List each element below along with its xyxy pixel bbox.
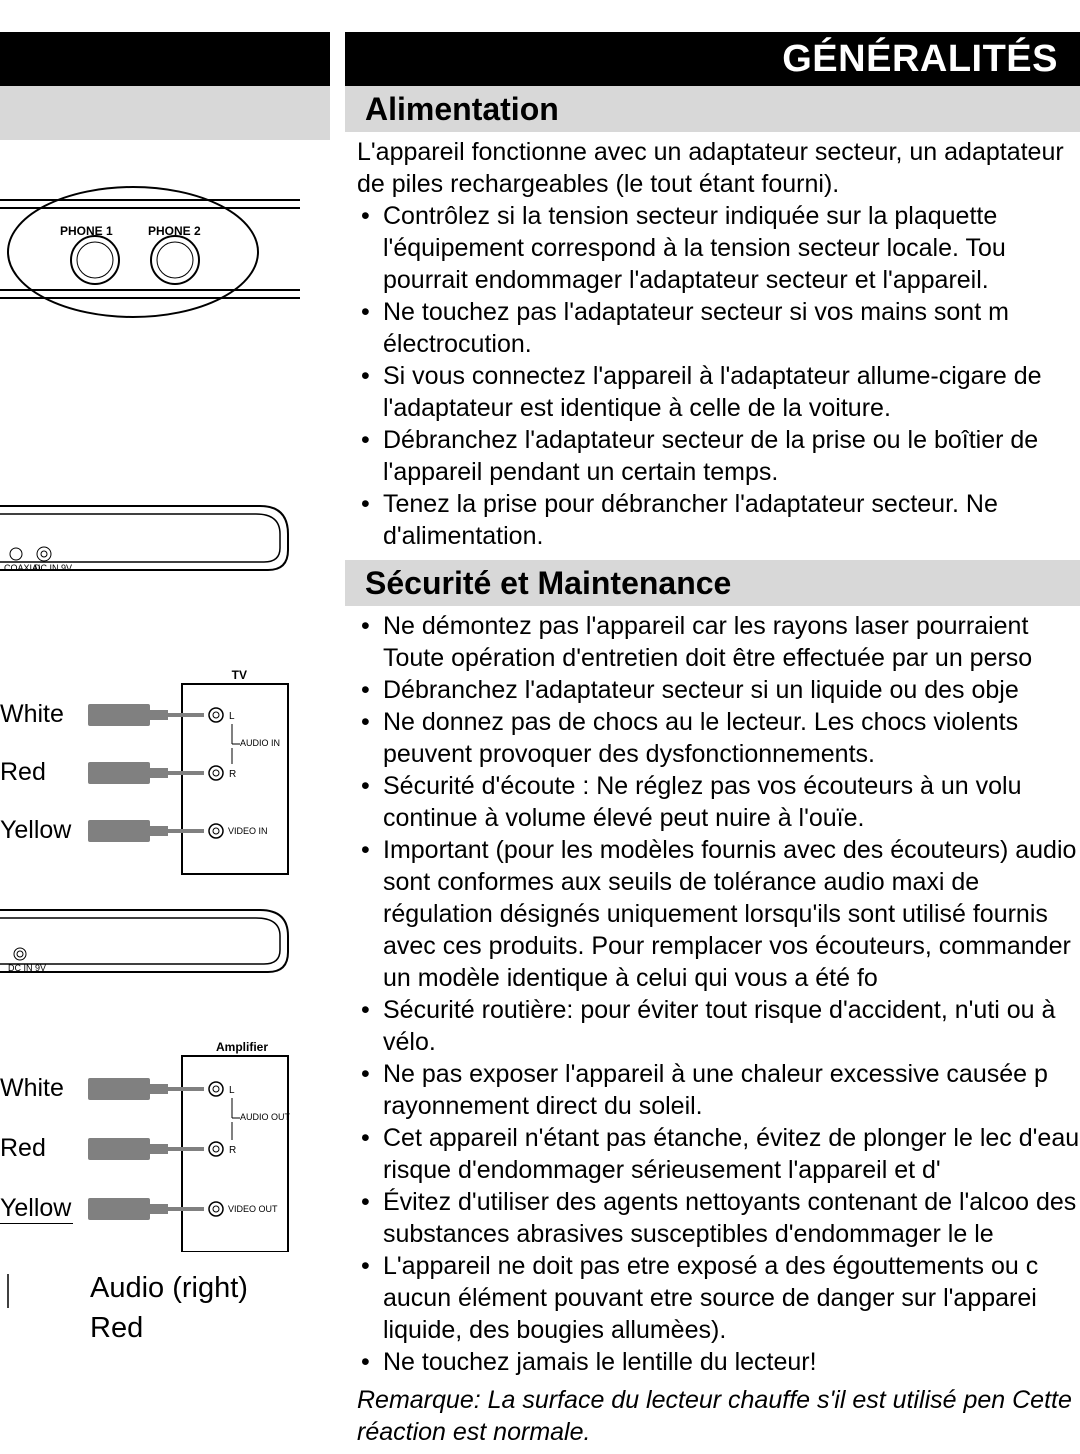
alimentation-heading: Alimentation xyxy=(345,86,1080,132)
right-column: GÉNÉRALITÉS Alimentation L'appareil fonc… xyxy=(345,0,1080,1454)
tv-yellow-label: Yellow xyxy=(0,816,71,845)
alim-bullets: Contrôlez si la tension secteur indiquée… xyxy=(357,200,1080,552)
alim-bullet-4: Débranchez l'adaptateur secteur de la pr… xyxy=(383,424,1080,488)
secu-bullet-8: Cet appareil n'étant pas étanche, évitez… xyxy=(383,1122,1080,1186)
secu-bullet-11: Ne touchez jamais le lentille du lecteur… xyxy=(383,1346,1080,1378)
left-black-bar xyxy=(0,32,330,86)
amp-red-label: Red xyxy=(0,1134,46,1163)
amplifier-connection-diagram: Amplifier L R xyxy=(0,1040,290,1252)
secu-bullet-3: Ne donnez pas de chocs au le lecteur. Le… xyxy=(383,706,1080,770)
amp-white-label: White xyxy=(0,1074,64,1103)
left-gray-bar xyxy=(0,86,330,140)
amp-yellow-label: Yellow xyxy=(0,1194,73,1224)
securite-heading: Sécurité et Maintenance xyxy=(345,560,1080,606)
audio-out-label: AUDIO OUT xyxy=(240,1112,290,1122)
secu-bullet-9: Évitez d'utiliser des agents nettoyants … xyxy=(383,1186,1080,1250)
page-title: GÉNÉRALITÉS xyxy=(345,32,1080,86)
dcin-label-2: DC IN 9V xyxy=(8,963,46,973)
secu-remark: Remarque: La surface du lecteur chauffe … xyxy=(357,1384,1080,1448)
device-side-view-2: DC IN 9V xyxy=(0,906,290,980)
secu-bullet-1: Ne démontez pas l'appareil car les rayon… xyxy=(383,610,1080,674)
securite-body: Ne démontez pas l'appareil car les rayon… xyxy=(357,610,1080,1448)
svg-text:L: L xyxy=(229,1085,235,1096)
device-side-view-1: COAXIAL DC IN 9V xyxy=(0,500,290,580)
alim-bullet-5: Tenez la prise pour débrancher l'adaptat… xyxy=(383,488,1080,552)
secu-bullet-10: L'appareil ne doit pas etre exposé a des… xyxy=(383,1250,1080,1346)
svg-text:L: L xyxy=(229,711,235,722)
red-label: Red xyxy=(0,1308,310,1348)
secu-bullet-4: Sécurité d'écoute : Ne réglez pas vos éc… xyxy=(383,770,1080,834)
tv-white-label: White xyxy=(0,700,64,729)
audio-right-label: Audio (right) xyxy=(0,1268,310,1308)
secu-bullet-7: Ne pas exposer l'appareil à une chaleur … xyxy=(383,1058,1080,1122)
video-in-label: VIDEO IN xyxy=(228,826,268,836)
svg-text:R: R xyxy=(229,1145,236,1156)
bottom-audio-labels: Audio (right) Red xyxy=(0,1268,310,1348)
phone-jacks-diagram: PHONE 1 PHONE 2 xyxy=(0,182,300,342)
secu-bullets: Ne démontez pas l'appareil car les rayon… xyxy=(357,610,1080,1378)
phone1-label: PHONE 1 xyxy=(60,224,113,238)
secu-bullet-6: Sécurité routière: pour éviter tout risq… xyxy=(383,994,1080,1058)
alim-bullet-2: Ne touchez pas l'adaptateur secteur si v… xyxy=(383,296,1080,360)
phone2-label: PHONE 2 xyxy=(148,224,201,238)
video-out-label: VIDEO OUT xyxy=(228,1204,278,1214)
secu-bullet-5: Important (pour les modèles fournis avec… xyxy=(383,834,1080,994)
tv-red-label: Red xyxy=(0,758,46,787)
left-column: PHONE 1 PHONE 2 COAXIAL DC IN 9V TV L xyxy=(0,0,345,1454)
dcin-label-1: DC IN 9V xyxy=(34,563,72,573)
secu-bullet-2: Débranchez l'adaptateur secteur si un li… xyxy=(383,674,1080,706)
audio-in-label: AUDIO IN xyxy=(240,738,280,748)
alimentation-body: L'appareil fonctionne avec un adaptateur… xyxy=(357,136,1080,552)
alim-intro: L'appareil fonctionne avec un adaptateur… xyxy=(357,136,1080,200)
tv-connection-diagram: TV L R xyxy=(0,668,290,878)
svg-text:R: R xyxy=(229,769,236,780)
alim-bullet-3: Si vous connectez l'appareil à l'adaptat… xyxy=(383,360,1080,424)
alim-bullet-1: Contrôlez si la tension secteur indiquée… xyxy=(383,200,1080,296)
